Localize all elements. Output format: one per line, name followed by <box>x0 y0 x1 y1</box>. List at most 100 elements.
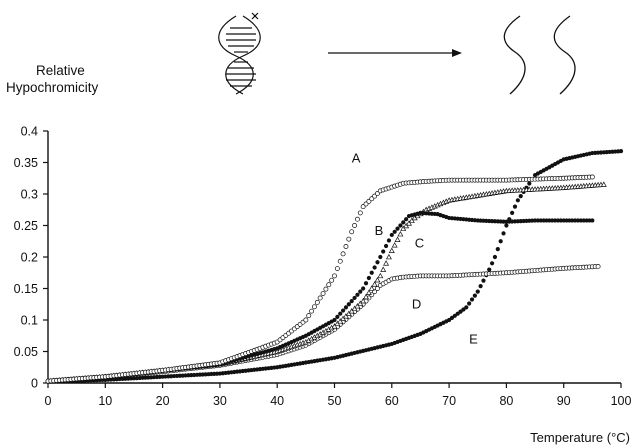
data-point <box>317 295 323 301</box>
data-point <box>348 308 355 314</box>
y-axis-label: Relative Hypochromicity <box>6 62 98 96</box>
data-point <box>394 236 401 242</box>
x-tick-label: 20 <box>156 394 170 408</box>
y-tick-label: 0.25 <box>14 219 38 233</box>
x-tick-label: 50 <box>328 394 342 408</box>
data-point <box>383 260 390 266</box>
data-point <box>355 292 360 297</box>
data-point <box>400 225 407 231</box>
data-point <box>374 276 381 283</box>
data-point <box>335 314 340 319</box>
data-point <box>345 310 352 316</box>
y-tick-label: 0.2 <box>21 251 38 265</box>
data-point <box>405 220 412 226</box>
data-point <box>512 204 518 209</box>
data-point <box>346 236 352 242</box>
x-tick-label: 10 <box>98 394 112 408</box>
curve-label-C: C <box>415 236 424 251</box>
y-ticks: 0 0.05 0.1 0.15 0.2 0.25 0.3 0.35 0.4 <box>14 125 48 391</box>
data-point <box>518 194 523 199</box>
data-point <box>391 242 398 248</box>
data-point <box>527 181 532 186</box>
double-helix-illustration <box>218 12 261 95</box>
data-point <box>489 261 495 266</box>
data-point <box>600 181 607 187</box>
data-point <box>589 174 595 180</box>
y-tick-label: 0.05 <box>14 345 38 359</box>
data-point <box>392 229 397 234</box>
data-point <box>354 303 361 309</box>
x-tick-label: 40 <box>270 394 284 408</box>
series-layer <box>45 149 624 384</box>
data-point <box>309 308 315 314</box>
x-tick-label: 30 <box>213 394 227 408</box>
data-point <box>340 315 347 322</box>
data-point <box>375 260 380 265</box>
x-ticks: 0 10 20 30 40 50 60 70 80 90 100 <box>45 383 631 408</box>
data-point <box>360 297 367 304</box>
data-point <box>377 272 384 279</box>
data-point <box>334 266 340 271</box>
series-A <box>45 174 595 384</box>
single-strands-illustration <box>503 15 576 95</box>
data-point <box>337 258 343 264</box>
data-point <box>464 305 469 310</box>
data-point <box>472 293 477 298</box>
data-point <box>395 226 400 231</box>
data-point <box>369 270 374 275</box>
x-tick-label: 80 <box>499 394 513 408</box>
data-point <box>329 277 335 283</box>
data-point <box>351 305 358 311</box>
data-point <box>338 311 343 316</box>
data-point <box>389 232 394 238</box>
data-point <box>404 217 409 222</box>
data-point <box>357 210 363 216</box>
data-point <box>346 302 351 307</box>
data-point <box>340 308 346 313</box>
data-point <box>478 284 483 289</box>
data-point <box>385 253 392 260</box>
x-tick-label: 0 <box>45 394 52 408</box>
data-point <box>595 264 601 269</box>
data-point <box>332 317 337 323</box>
data-point <box>343 305 349 310</box>
data-point <box>492 254 498 260</box>
data-point <box>481 278 486 283</box>
y-tick-label: 0.4 <box>21 125 38 139</box>
x-tick-label: 70 <box>442 394 456 408</box>
curve-label-B: B <box>375 223 384 238</box>
data-point <box>354 216 360 222</box>
data-point <box>349 229 355 235</box>
data-point <box>401 220 406 225</box>
y-tick-label: 0 <box>31 377 38 391</box>
data-point <box>515 198 520 203</box>
data-point <box>378 254 383 260</box>
data-point <box>495 247 500 252</box>
data-point <box>371 281 378 287</box>
data-point <box>306 313 312 319</box>
x-tick-label: 60 <box>385 394 399 408</box>
arrow-icon <box>328 49 462 57</box>
y-axis-label-line-2: Hypochromicity <box>6 80 99 95</box>
curve-label-layer: E D C B A <box>352 151 478 347</box>
data-point <box>314 299 320 305</box>
y-tick-label: 0.3 <box>21 188 38 202</box>
data-point <box>342 313 349 319</box>
data-point <box>352 223 358 228</box>
data-point <box>381 249 386 254</box>
data-point <box>501 231 506 236</box>
y-tick-label: 0.15 <box>14 282 38 296</box>
data-point <box>349 299 354 304</box>
data-point <box>487 267 492 272</box>
curve-label-E: E <box>469 331 478 346</box>
data-point <box>408 217 415 223</box>
x-tick-label: 90 <box>557 394 571 408</box>
data-point <box>380 266 387 272</box>
data-point <box>332 273 337 279</box>
curve-label-A: A <box>352 151 361 166</box>
data-point <box>363 293 370 300</box>
data-point <box>383 243 389 249</box>
data-point <box>504 223 509 228</box>
data-point <box>334 320 341 327</box>
